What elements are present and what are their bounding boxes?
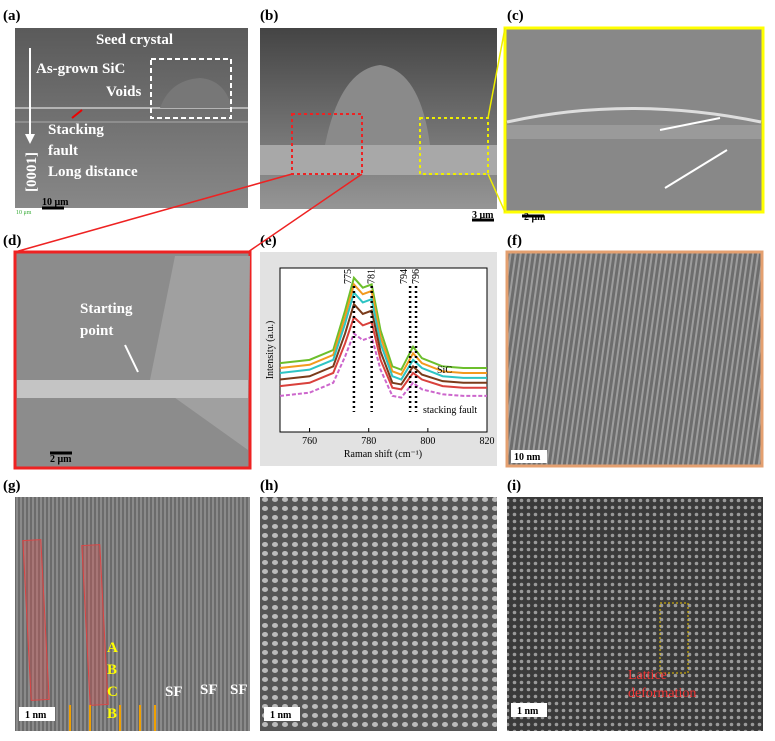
scale-label: 2 μm [50, 454, 72, 465]
annotation: stacking fault [423, 405, 477, 416]
series-line [279, 290, 487, 381]
annotation: point [80, 323, 113, 339]
sf-label: SF [200, 682, 218, 698]
stacking-letter: C [107, 684, 118, 700]
panel-i: Lattice deformation 1 nm [507, 497, 763, 731]
scale-label: 2 μm [524, 212, 546, 223]
panel-label: (b) [260, 8, 278, 24]
sem-image [503, 26, 765, 214]
panel-b: 3 μm [260, 28, 497, 222]
x-axis-label: Raman shift (cm⁻¹) [344, 449, 422, 460]
panel-label: (f) [507, 233, 522, 249]
tem-image [260, 497, 497, 731]
scale-label-small: 10 μm [16, 210, 32, 216]
tem-image [507, 497, 763, 731]
series-line [279, 302, 487, 386]
annotation: Starting [80, 301, 133, 317]
panel-label: (e) [260, 233, 277, 249]
panel-label: (c) [507, 8, 524, 24]
series-line [279, 282, 487, 376]
panel-c: 2 μm [14, 26, 765, 253]
tem-image [505, 250, 764, 468]
annotation: Lattice [628, 668, 667, 683]
panel-a: Seed crystal As-grown SiC Voids Stacking… [15, 28, 248, 217]
panel-g: A B C B SF SF SF 1 nm [15, 497, 250, 731]
panel-label: (g) [3, 478, 21, 494]
scale-label: 3 μm [472, 210, 494, 221]
x-tick-label: 800 [420, 436, 435, 447]
annotation: deformation [628, 686, 696, 701]
annotation: Long distance [48, 164, 138, 180]
annotation: Stacking [48, 122, 104, 138]
peak-label: 775 [343, 269, 354, 284]
scale-label: 10 nm [514, 452, 541, 463]
annotation: As-grown SiC [36, 61, 125, 77]
panel-label: (h) [260, 478, 278, 494]
stacking-letter: A [107, 640, 118, 656]
x-tick-label: 820 [480, 436, 495, 447]
panel-label: (d) [3, 233, 21, 249]
scale-label: 1 nm [517, 706, 539, 717]
panel-d: Starting point 2 μm [13, 250, 252, 470]
panel-label: (a) [3, 8, 21, 24]
panel-e: Raman shift (cm⁻¹) Intensity (a.u.) 760 7… [260, 252, 497, 466]
x-tick-label: 760 [302, 436, 317, 447]
panel-h: 1 nm [260, 497, 497, 731]
scale-label: 1 nm [25, 710, 47, 721]
scale-label: 1 nm [270, 710, 292, 721]
peak-label: 794 [399, 269, 410, 284]
scale-label: 10 μm [42, 197, 69, 208]
y-axis-label: Intensity (a.u.) [265, 321, 276, 380]
series-line [279, 332, 487, 399]
annotation: Voids [106, 84, 141, 100]
series-line [279, 275, 487, 371]
stacking-letter: B [107, 706, 117, 722]
sf-label: SF [230, 682, 248, 698]
x-tick-label: 780 [361, 436, 376, 447]
annotation: fault [48, 143, 78, 159]
series-line [279, 315, 487, 391]
panel-f: 10 nm [505, 250, 764, 468]
tem-image [15, 497, 250, 731]
peak-label: 796 [411, 269, 422, 284]
peak-label: 781 [367, 269, 378, 284]
panel-labels: (a) (b) (c) (d) (e) (f) (g) (h) (i) [3, 8, 524, 494]
annotation: SiC [437, 365, 452, 376]
sf-label: SF [165, 684, 183, 700]
stacking-letter: B [107, 662, 117, 678]
panel-label: (i) [507, 478, 521, 494]
direction: [0001] [24, 152, 40, 192]
annotation: Seed crystal [96, 32, 173, 48]
